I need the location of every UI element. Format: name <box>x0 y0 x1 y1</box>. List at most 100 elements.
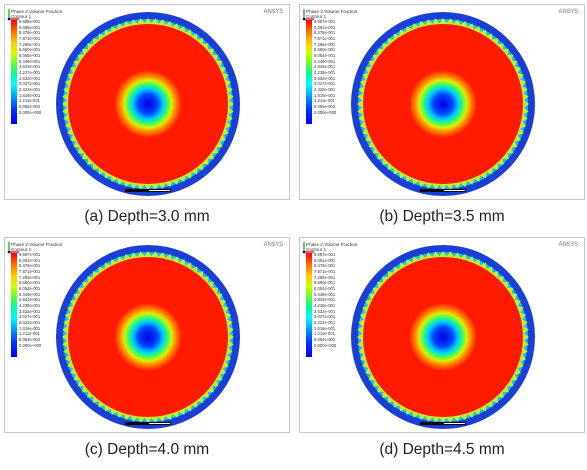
vortex-core <box>409 70 477 138</box>
vortex-core <box>114 303 182 371</box>
color-legend-bar <box>11 253 17 357</box>
legend-tick-label: 9.687e-001 <box>314 252 336 257</box>
legend-title: Phase 2.Volume Fraction Contour 1 <box>11 9 63 19</box>
legend-tick-label: 9.688e-001 <box>19 19 41 24</box>
legend-tick-label: 1.816e-001 <box>314 92 336 98</box>
vortex-core <box>409 303 477 371</box>
legend-tick-label: 6.054e-001 <box>19 285 41 291</box>
legend-tick-label: 9.085e-001 <box>19 24 41 30</box>
legend-tick-label: 1.816e-001 <box>19 92 41 98</box>
legend-tick-label: 6.054e-002 <box>19 336 41 342</box>
panel-c: Phase 2.Volume Fraction Contour 1 9.687e… <box>4 237 290 470</box>
volume-fraction-contour <box>351 12 535 196</box>
scale-bar <box>125 422 171 425</box>
legend-tick-label: 6.054e-001 <box>314 52 336 58</box>
legend-title: Phase 2.Volume Fraction Contour 1 <box>306 242 358 252</box>
legend-tick-label: 3.632e-001 <box>19 308 41 314</box>
axis-triad-icon <box>7 242 19 254</box>
legend-tick-label: 6.660e-001 <box>19 47 41 53</box>
legend-tick-label: 9.687e-001 <box>19 252 41 257</box>
scale-bar <box>420 422 466 425</box>
legend-tick-label: 3.632e-001 <box>19 75 41 81</box>
legend-tick-label: 9.081e-001 <box>314 257 336 263</box>
legend-tick-label: 8.478e-001 <box>19 30 41 36</box>
legend-tick-label: 6.660e-001 <box>314 280 336 286</box>
legend-tick-label: 6.055e-001 <box>19 52 41 58</box>
legend-tick-label: 4.238e-001 <box>19 302 41 308</box>
legend-tick-label: 2.422e-001 <box>19 86 41 92</box>
legend-tick-label: 1.211e-001 <box>19 331 40 337</box>
volume-fraction-contour <box>351 245 535 429</box>
legend-tick-label: 4.238e-001 <box>314 69 336 75</box>
legend-tick-label: 3.632e-001 <box>314 308 336 314</box>
color-legend-bar <box>306 20 312 124</box>
legend-tick-label: 5.449e-001 <box>314 291 336 297</box>
legend-tick-label: 5.449e-001 <box>19 291 41 297</box>
legend-tick-label: 1.816e-001 <box>19 325 41 331</box>
legend-tick-label: 8.478e-001 <box>314 30 336 36</box>
caption-a: (a) Depth=3.0 mm <box>84 208 210 225</box>
caption-c: (c) Depth=4.0 mm <box>84 441 210 458</box>
vortex-core <box>114 70 182 138</box>
scale-bar <box>420 189 466 192</box>
legend-tick-label: 7.871e-001 <box>314 268 336 274</box>
legend-title: Phase 2.Volume Fraction Contour 1 <box>11 242 63 252</box>
legend-tick-label: 6.055e-002 <box>314 103 336 109</box>
legend-tick-label: 7.871e-001 <box>19 268 41 274</box>
ansys-logo: ANSYS <box>558 9 578 15</box>
legend-tick-label: 3.027e-001 <box>19 314 41 320</box>
legend-tick-label: 3.027e-001 <box>314 314 336 320</box>
legend-tick-label: 4.843e-001 <box>19 64 41 70</box>
legend-ticks: 9.687e-001 9.081e-001 8.478e-001 7.871e-001… <box>314 252 336 348</box>
legend-tick-label: 1.211e-001 <box>314 98 335 104</box>
legend-tick-label: 7.265e-001 <box>314 274 336 280</box>
axis-triad-icon <box>7 9 19 21</box>
legend-title: Phase 2.Volume Fraction Contour 1 <box>306 9 358 19</box>
color-legend-bar <box>306 253 312 357</box>
panel-a: Phase 2.Volume Fraction Contour 1 9.688e… <box>4 4 290 237</box>
legend-tick-label: 4.843e-001 <box>314 297 336 303</box>
legend-tick-label: 7.265e-001 <box>19 274 41 280</box>
legend-tick-label: 1.211e-001 <box>314 331 335 337</box>
legend-tick-label: 0.000e+000 <box>314 342 337 348</box>
legend-tick-label: 5.449e-001 <box>19 58 41 64</box>
legend-tick-label: 0.000e+000 <box>19 109 42 115</box>
color-legend-bar <box>11 20 17 124</box>
legend-tick-label: 9.081e-001 <box>314 24 336 30</box>
legend-tick-label: 2.422e-001 <box>19 319 41 325</box>
legend-tick-label: 7.871e-001 <box>314 35 336 41</box>
legend-tick-label: 4.843e-001 <box>314 64 336 70</box>
ansys-logo: ANSYS <box>263 242 283 248</box>
caption-d: (d) Depth=4.5 mm <box>379 441 505 458</box>
panel-b: Phase 2.Volume Fraction Contour 1 9.687e… <box>299 4 585 237</box>
ansys-logo: ANSYS <box>263 9 283 15</box>
legend-ticks: 9.687e-001 9.081e-001 8.478e-001 7.871e-001… <box>314 19 336 115</box>
legend-tick-label: 3.632e-001 <box>314 75 336 81</box>
volume-fraction-contour <box>56 12 240 196</box>
legend-tick-label: 9.081e-001 <box>19 257 41 263</box>
legend-tick-label: 7.265e-001 <box>19 41 41 47</box>
legend-ticks: 9.687e-001 9.081e-001 8.478e-001 7.871e-001… <box>19 252 41 348</box>
legend-tick-label: 9.687e-001 <box>314 19 336 24</box>
legend-tick-label: 0.000e+000 <box>314 109 337 115</box>
legend-tick-label: 4.238e-001 <box>314 302 336 308</box>
legend-tick-label: 7.265e-001 <box>314 41 336 47</box>
legend-tick-label: 4.843e-001 <box>19 297 41 303</box>
legend-tick-label: 7.871e-001 <box>19 35 41 41</box>
contour-image-b: Phase 2.Volume Fraction Contour 1 9.687e… <box>299 4 585 200</box>
legend-tick-label: 8.478e-001 <box>314 263 336 269</box>
caption-b: (b) Depth=3.5 mm <box>379 208 505 225</box>
volume-fraction-contour <box>56 245 240 429</box>
axis-triad-icon <box>302 242 314 254</box>
legend-tick-label: 5.449e-001 <box>314 58 336 64</box>
scale-bar <box>125 189 171 192</box>
panel-d: Phase 2.Volume Fraction Contour 1 9.687e… <box>299 237 585 470</box>
legend-tick-label: 6.054e-001 <box>314 285 336 291</box>
contour-image-d: Phase 2.Volume Fraction Contour 1 9.687e… <box>299 237 585 433</box>
axis-triad-icon <box>302 9 314 21</box>
legend-tick-label: 4.237e-001 <box>19 69 41 75</box>
ansys-logo: ANSYS <box>558 242 578 248</box>
legend-ticks: 9.688e-001 9.085e-001 8.478e-001 7.871e-001… <box>19 19 41 115</box>
legend-tick-label: 8.478e-001 <box>19 263 41 269</box>
contour-image-c: Phase 2.Volume Fraction Contour 1 9.687e… <box>4 237 290 433</box>
